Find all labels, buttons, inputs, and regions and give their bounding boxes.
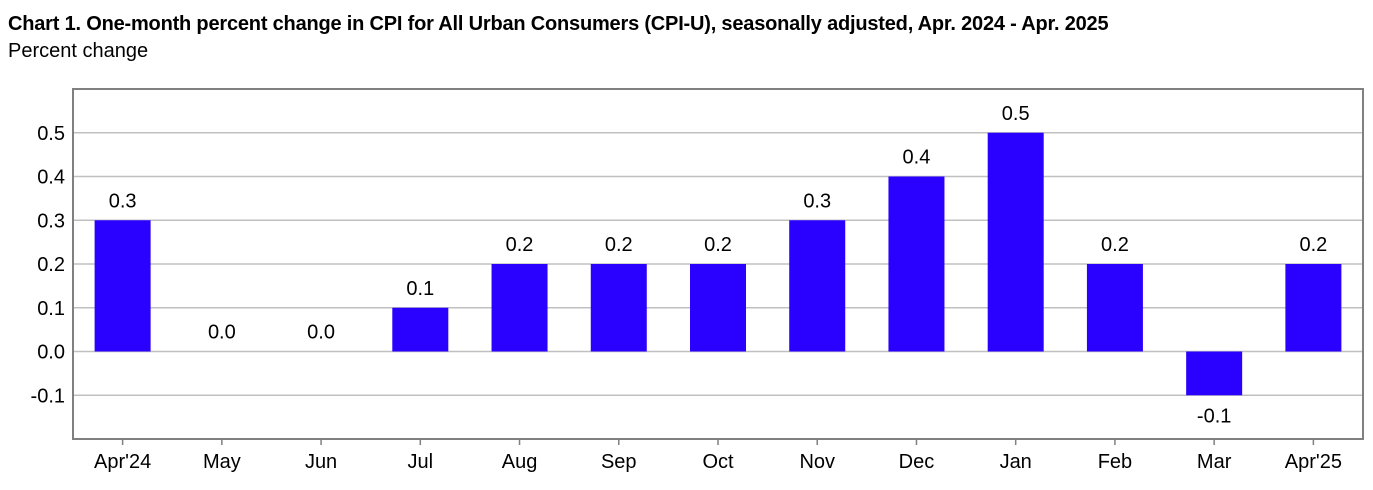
bar bbox=[987, 132, 1044, 352]
x-tick-label: Mar bbox=[1197, 451, 1232, 473]
x-tick-label: Jan bbox=[1000, 451, 1032, 473]
y-tick-label: -0.1 bbox=[31, 385, 65, 407]
y-tick-label: 0.5 bbox=[37, 123, 65, 145]
data-label: 0.2 bbox=[1299, 234, 1327, 256]
chart-subtitle: Percent change bbox=[8, 40, 149, 62]
data-label: 0.2 bbox=[1101, 234, 1129, 256]
data-label: 0.2 bbox=[605, 234, 633, 256]
x-tick-label: Nov bbox=[799, 451, 835, 473]
bar bbox=[1186, 351, 1243, 396]
bar bbox=[690, 264, 746, 352]
bar bbox=[491, 264, 548, 352]
data-label: 0.3 bbox=[803, 190, 831, 212]
x-tick-label: Aug bbox=[502, 451, 538, 473]
y-axis-ticks: -0.1 0.0 0.1 0.2 0.3 0.4 0.5 bbox=[31, 123, 65, 408]
x-tick-label: Apr'25 bbox=[1285, 451, 1342, 473]
bar bbox=[94, 220, 151, 352]
bar bbox=[789, 220, 846, 352]
data-label: 0.1 bbox=[406, 278, 434, 300]
chart-title: Chart 1. One-month percent change in CPI… bbox=[8, 13, 1109, 35]
x-tick-label: Oct bbox=[702, 451, 734, 473]
bar bbox=[392, 307, 449, 352]
data-labels: 0.3 0.0 0.0 0.1 0.2 0.2 0.2 0.3 0.4 0.5 0.2 -0.1 0.2 bbox=[109, 103, 1328, 428]
bar bbox=[1285, 264, 1342, 352]
bar bbox=[1086, 264, 1143, 352]
y-tick-label: 0.1 bbox=[37, 298, 65, 320]
x-tick-label: Jun bbox=[305, 451, 337, 473]
data-label: -0.1 bbox=[1197, 405, 1231, 427]
gridlines bbox=[73, 132, 1363, 396]
y-tick-label: 0.3 bbox=[37, 210, 65, 232]
x-tick-label: Sep bbox=[601, 451, 637, 473]
x-tick-label: Dec bbox=[899, 451, 935, 473]
bars bbox=[94, 132, 1342, 396]
data-label: 0.0 bbox=[307, 322, 335, 344]
bar bbox=[590, 264, 647, 352]
x-tick-label: Feb bbox=[1098, 451, 1132, 473]
y-tick-label: 0.0 bbox=[37, 342, 65, 364]
data-label: 0.4 bbox=[903, 147, 931, 169]
x-axis-ticks: Apr'24 May Jun Jul Aug Sep Oct Nov Dec Jan Feb Mar A… bbox=[94, 439, 1342, 473]
data-label: 0.0 bbox=[208, 322, 236, 344]
x-tick-label: Jul bbox=[408, 451, 434, 473]
data-label: 0.2 bbox=[506, 234, 534, 256]
y-tick-label: 0.4 bbox=[37, 167, 65, 189]
data-label: 0.2 bbox=[704, 234, 732, 256]
y-tick-label: 0.2 bbox=[37, 254, 65, 276]
data-label: 0.3 bbox=[109, 190, 137, 212]
data-label: 0.5 bbox=[1002, 103, 1030, 125]
x-tick-label: May bbox=[203, 451, 241, 473]
x-tick-label: Apr'24 bbox=[94, 451, 151, 473]
bar bbox=[888, 176, 945, 352]
